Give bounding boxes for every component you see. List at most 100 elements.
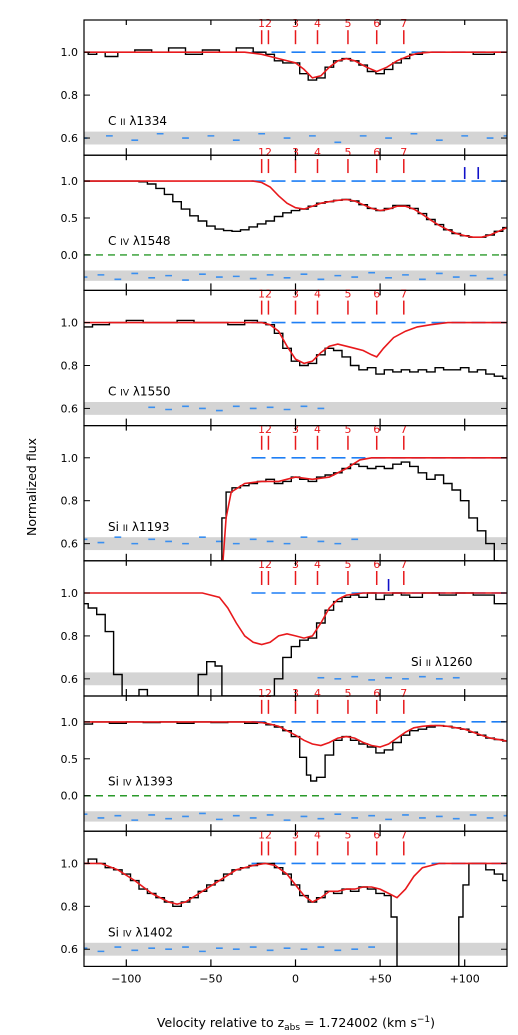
- component-label-7: 7: [400, 558, 407, 571]
- component-label-6: 6: [373, 558, 380, 571]
- panel-5: 12 3 4 5 6 7 0.6 0.8 1.0 Si II λ1260: [61, 558, 508, 697]
- x-tick-label: +50: [368, 972, 391, 985]
- x-tick-label: 0: [292, 972, 299, 985]
- y-tick-label: 0.0: [61, 249, 79, 262]
- y-tick-label: 1.0: [61, 175, 79, 188]
- panel-plot-area: [84, 592, 507, 696]
- component-label-6: 6: [373, 687, 380, 700]
- component-label-12: 12: [258, 423, 272, 436]
- residual-band: [84, 131, 507, 145]
- ion-wavelength: λ1260: [431, 655, 472, 669]
- ion-stage: II: [123, 524, 128, 534]
- ion-wavelength: λ1334: [126, 114, 167, 128]
- ion-label: C II λ1334: [108, 114, 167, 128]
- x-tick-label: −50: [199, 972, 222, 985]
- component-label-4: 4: [314, 288, 321, 301]
- y-tick-label: 0.6: [61, 673, 79, 686]
- y-tick-label: 1.0: [61, 46, 79, 59]
- residual-band: [84, 672, 507, 686]
- ion-label: C IV λ1548: [108, 234, 170, 248]
- component-label-4: 4: [314, 146, 321, 159]
- y-axis-label: Normalized flux: [24, 438, 39, 536]
- y-tick-label: 1.0: [61, 317, 79, 330]
- panel-plot-area: [84, 721, 507, 822]
- component-label-12: 12: [258, 146, 272, 159]
- component-label-5: 5: [344, 423, 351, 436]
- ion-stage: IV: [120, 389, 130, 399]
- y-tick-label: 0.8: [61, 630, 79, 643]
- x-axis-label-prefix: Velocity relative to z: [157, 1015, 285, 1030]
- flux-data-series: [84, 592, 507, 696]
- component-label-12: 12: [258, 288, 272, 301]
- ion-wavelength: λ1548: [129, 234, 170, 248]
- y-tick-label: 0.8: [61, 360, 79, 373]
- component-label-5: 5: [344, 558, 351, 571]
- component-label-3: 3: [292, 687, 299, 700]
- y-tick-label: 1.0: [61, 857, 79, 870]
- component-label-7: 7: [400, 17, 407, 30]
- model-fit-series: [222, 456, 507, 561]
- y-tick-label: 1.0: [61, 716, 79, 729]
- component-label-6: 6: [373, 828, 380, 841]
- component-label-7: 7: [400, 146, 407, 159]
- y-tick-label: 0.8: [61, 900, 79, 913]
- ion-label: Si II λ1260: [411, 655, 473, 669]
- component-label-4: 4: [314, 423, 321, 436]
- y-tick-label: 0.6: [61, 132, 79, 145]
- residual-band: [84, 811, 507, 822]
- y-tick-label: 0.5: [61, 753, 79, 766]
- ion-stage: II: [426, 659, 431, 669]
- flux-data-series: [84, 858, 507, 967]
- y-tick-label: 0.5: [61, 212, 79, 225]
- ion-element: Si: [108, 925, 123, 939]
- residual-band: [84, 537, 507, 551]
- model-fit-series: [84, 592, 507, 646]
- ion-wavelength: λ1550: [129, 385, 170, 399]
- x-axis-label: Velocity relative to zabs = 1.724002 (km…: [157, 1015, 435, 1033]
- ion-element: C: [108, 114, 120, 128]
- ion-label: C IV λ1550: [108, 385, 170, 399]
- component-label-12: 12: [258, 17, 272, 30]
- ion-element: Si: [411, 655, 426, 669]
- component-label-7: 7: [400, 828, 407, 841]
- flux-data-series: [84, 721, 507, 782]
- component-label-6: 6: [373, 423, 380, 436]
- y-tick-label: 0.6: [61, 402, 79, 415]
- component-label-12: 12: [258, 558, 272, 571]
- component-label-5: 5: [344, 146, 351, 159]
- ion-label: Si IV λ1393: [108, 775, 173, 789]
- component-label-4: 4: [314, 828, 321, 841]
- x-axis-label-sub: abs: [284, 1023, 300, 1033]
- panel-6: 12 3 4 5 6 7 0.0 0.5 1.0 Si IV λ1393: [61, 687, 508, 832]
- y-tick-label: 0.8: [61, 89, 79, 102]
- ion-stage: IV: [123, 779, 133, 789]
- component-label-3: 3: [292, 146, 299, 159]
- y-tick-label: 1.0: [61, 587, 79, 600]
- component-label-12: 12: [258, 687, 272, 700]
- model-fit-series: [84, 721, 507, 748]
- ion-wavelength: λ1402: [132, 925, 173, 939]
- ion-stage: II: [120, 118, 125, 128]
- ion-element: C: [108, 234, 120, 248]
- x-tick-label: −100: [111, 972, 141, 985]
- component-label-6: 6: [373, 288, 380, 301]
- residual-band: [84, 942, 507, 956]
- component-label-4: 4: [314, 17, 321, 30]
- component-label-5: 5: [344, 17, 351, 30]
- panel-plot-area: [84, 47, 507, 145]
- component-label-4: 4: [314, 687, 321, 700]
- flux-data-series: [84, 180, 507, 238]
- model-fit-series: [84, 180, 507, 238]
- panel-plot-area: [84, 858, 507, 967]
- panel-1: 12 3 4 5 6 7 0.6 0.8 1.0 C II λ1334: [61, 17, 508, 156]
- ion-label: Si II λ1193: [108, 520, 170, 534]
- ion-stage: IV: [120, 238, 130, 248]
- x-tick-label: +100: [450, 972, 480, 985]
- component-label-5: 5: [344, 687, 351, 700]
- panel-plot-area: [84, 456, 507, 561]
- residual-band: [84, 270, 507, 281]
- component-label-5: 5: [344, 288, 351, 301]
